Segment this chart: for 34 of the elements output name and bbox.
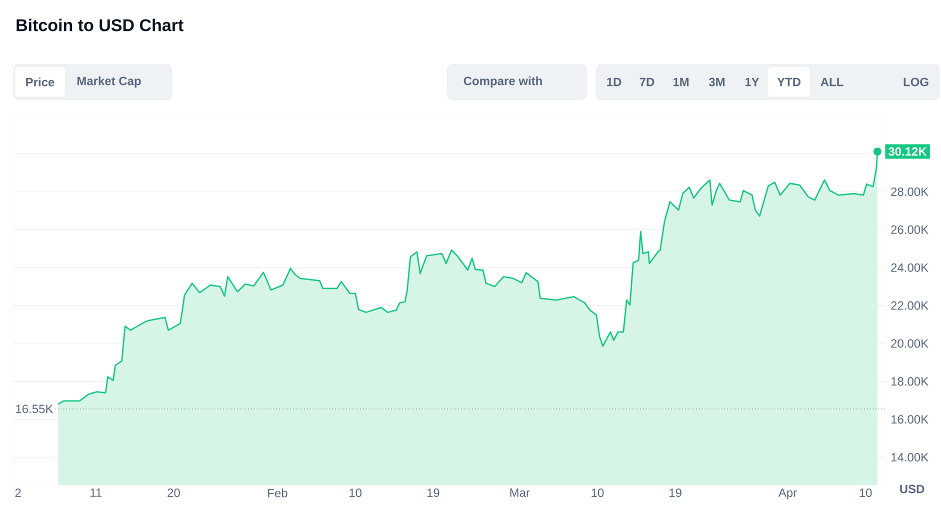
y-tick-label: 16.00K [891,415,928,424]
text: Market Cap [77,76,141,88]
y-tick-label: 26.00K [891,225,928,234]
x-tick-label: 11 [90,488,102,497]
y-tick-label: 18.00K [891,377,928,386]
y-tick-label: 22.00K [891,301,928,310]
y-axis-title: USD [900,484,924,494]
text: ALL [820,78,844,86]
x-tick-label: 20 [168,488,180,498]
x-tick-label: 10 [860,488,872,498]
y-tick-label: 20.00K [891,339,928,348]
x-tick-label: 19 [670,488,682,498]
text: 1M [673,78,689,86]
y-tick-label: 28.00K [891,187,928,196]
chart-title: Bitcoin to USD Chart [16,18,184,32]
text: YTD [777,78,801,86]
text: 3M [708,78,725,86]
x-tick-label: 10 [592,488,604,498]
x-tick-label: 10 [350,488,362,498]
x-tick-label: 2 [15,488,21,497]
y-tick-label: 24.00K [891,263,928,272]
y-tick-label: 14.00K [891,453,928,462]
text: Compare with [464,76,542,88]
x-tick-label: 19 [427,488,440,498]
x-tick-label: Mar [510,488,530,497]
text: 1Y [745,78,760,86]
x-tick-label: Feb [268,488,288,498]
ref-line-label: 16.55K [16,404,54,414]
text: LOG [904,78,928,86]
x-tick-label: Apr [778,488,797,500]
text: 1D [607,78,622,86]
text: Price [26,78,54,86]
annotation: 30.12K [888,147,927,156]
text: 7D [640,78,654,86]
